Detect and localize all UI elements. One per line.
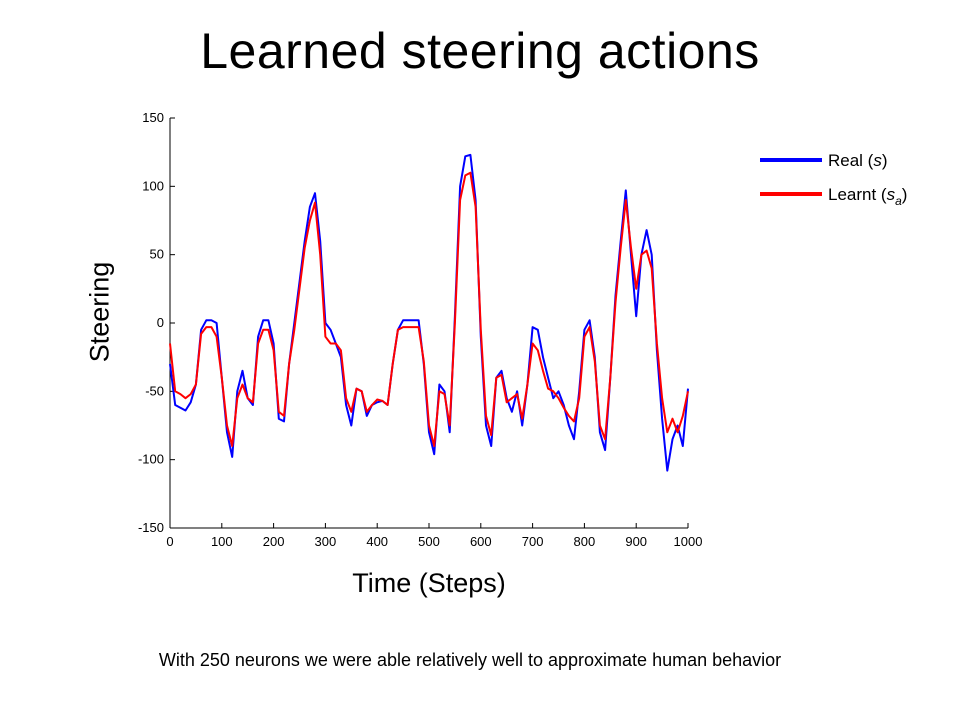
x-tick-label: 100	[211, 534, 233, 549]
y-tick-label: 100	[142, 178, 164, 193]
chart-legend: Real (s) Learnt (sa)	[760, 151, 907, 208]
legend-label-learnt: Learnt (sa)	[828, 185, 907, 208]
y-tick-label: 150	[142, 110, 164, 125]
x-tick-label: 800	[574, 534, 596, 549]
x-tick-label: 200	[263, 534, 285, 549]
chart-ticks: 0 100 200 300 400 500 600 700 800 900 1000-150-100…	[138, 110, 702, 549]
y-tick-label: -150	[138, 520, 164, 535]
y-axis-label: Steering	[84, 261, 115, 363]
x-tick-label: 600	[470, 534, 492, 549]
x-tick-label: 400	[366, 534, 388, 549]
chart-series-lines	[169, 153, 689, 472]
slide-title: Learned steering actions	[200, 23, 760, 79]
x-tick-label: 700	[522, 534, 544, 549]
slide-caption: With 250 neurons we were able relatively…	[158, 650, 782, 670]
y-tick-label: -100	[138, 452, 164, 467]
y-tick-label: -50	[145, 383, 164, 398]
x-tick-label: 500	[418, 534, 440, 549]
chart-axes	[169, 118, 688, 529]
y-tick-label: 50	[150, 247, 164, 262]
x-tick-label: 0	[166, 534, 173, 549]
series-line-learnt	[169, 171, 689, 447]
x-tick-label: 900	[625, 534, 647, 549]
legend-label-real: Real (s)	[828, 151, 888, 170]
x-tick-label: 1000	[674, 534, 703, 549]
x-tick-label: 300	[315, 534, 337, 549]
y-tick-label: 0	[157, 315, 164, 330]
x-axis-label: Time (Steps)	[352, 568, 506, 598]
